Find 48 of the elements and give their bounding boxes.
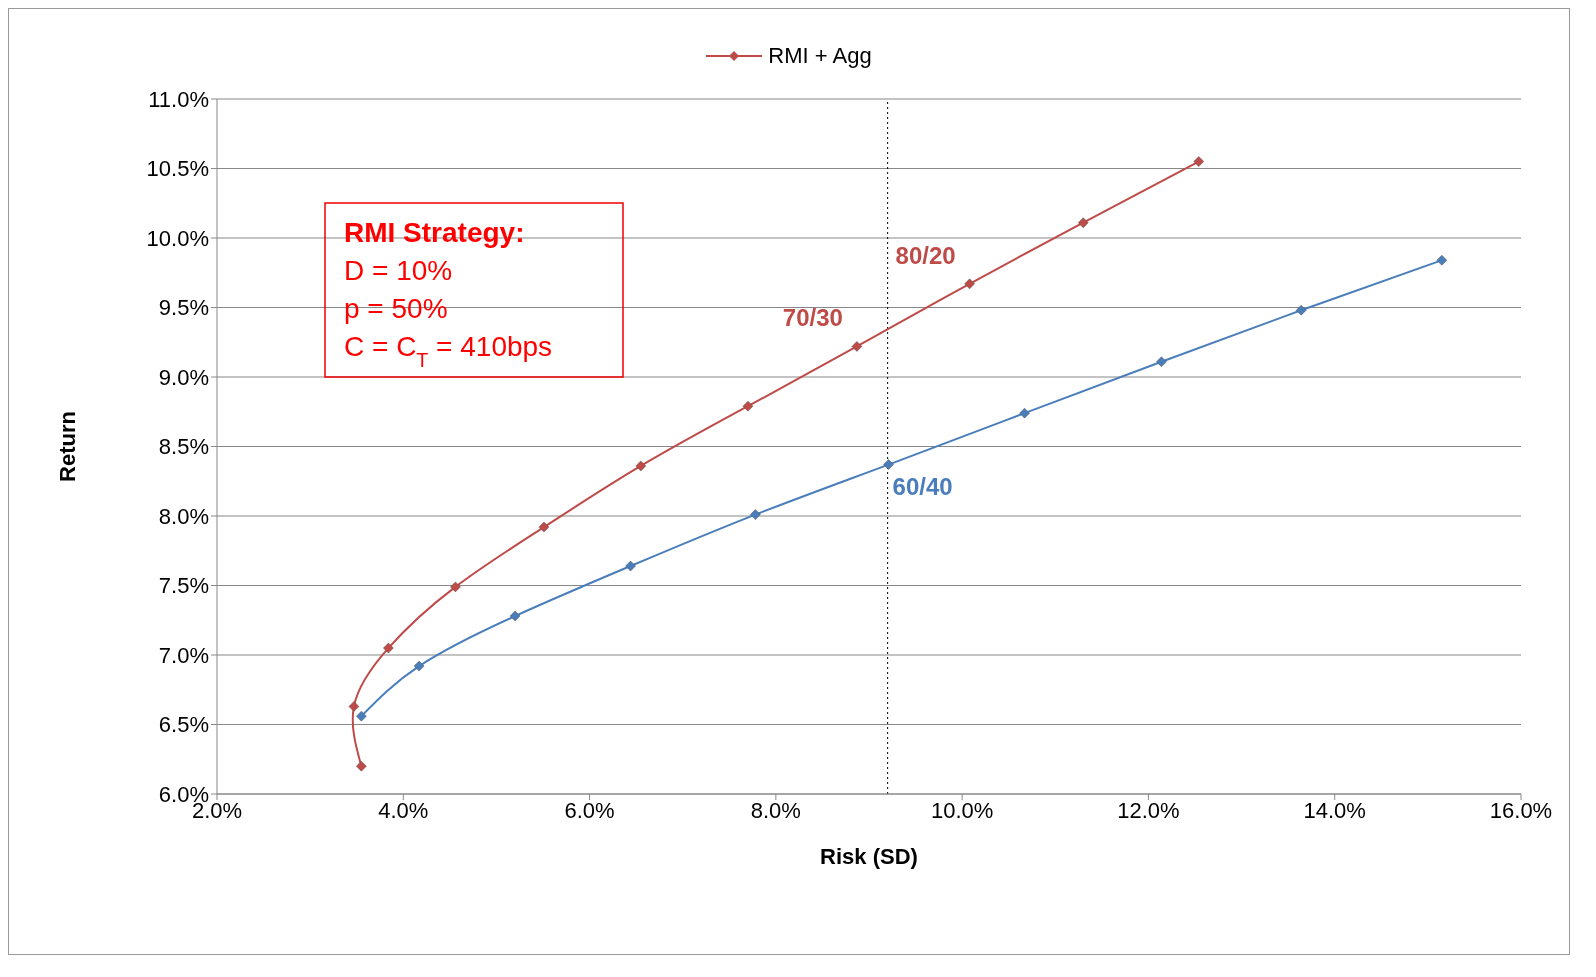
point xyxy=(1295,305,1307,316)
annotation: 70/30 xyxy=(782,304,843,332)
x-tick-label: 14.0% xyxy=(1303,797,1366,823)
y-tick-label: 8.0% xyxy=(158,503,209,529)
annotation: 60/40 xyxy=(892,472,953,500)
x-tick-label: 10.0% xyxy=(930,797,994,823)
point xyxy=(1436,254,1448,266)
y-tick-label: 11.0% xyxy=(148,86,209,112)
point xyxy=(356,710,367,722)
legend-label: RMI + Agg xyxy=(768,43,872,69)
x-tick-label: 6.0% xyxy=(564,797,615,823)
annotation: p = 50% xyxy=(344,293,448,324)
x-tick-label: 4.0% xyxy=(378,797,429,823)
annotation: 80/20 xyxy=(895,241,956,269)
point xyxy=(356,760,367,772)
y-tick-label: 10.0% xyxy=(146,225,209,251)
point xyxy=(1019,407,1030,419)
y-tick-label: 7.5% xyxy=(158,573,209,599)
y-axis-title: Return xyxy=(54,411,80,482)
point xyxy=(450,581,461,593)
point xyxy=(383,642,394,654)
annotation: C = C$_{T}$ = 410bps xyxy=(344,331,553,371)
point xyxy=(1156,356,1167,367)
point xyxy=(413,660,425,672)
x-tick-label: 8.0% xyxy=(750,797,801,823)
x-tick-label: 16.0% xyxy=(1489,797,1553,823)
point xyxy=(742,400,754,412)
y-tick-label: 9.5% xyxy=(158,295,209,321)
point xyxy=(348,701,360,712)
annotation: RMI Strategy: xyxy=(344,217,525,248)
point xyxy=(851,341,863,352)
point xyxy=(635,460,647,472)
point xyxy=(1193,156,1204,167)
point xyxy=(1077,217,1089,228)
point xyxy=(964,278,975,290)
x-axis-title: Risk (SD) xyxy=(820,844,918,869)
point xyxy=(509,610,521,622)
y-tick-label: 6.5% xyxy=(158,712,209,738)
y-tick-label: 9.0% xyxy=(158,364,209,390)
y-tick-label: 8.5% xyxy=(158,434,209,460)
point xyxy=(750,509,761,520)
x-tick-label: 12.0% xyxy=(1117,797,1180,823)
annotation: D = 10% xyxy=(344,255,453,286)
point xyxy=(883,459,894,470)
point xyxy=(538,521,550,533)
y-tick-label: 7.0% xyxy=(158,642,209,668)
y-tick-label: 10.5% xyxy=(146,156,209,182)
point xyxy=(625,560,636,572)
